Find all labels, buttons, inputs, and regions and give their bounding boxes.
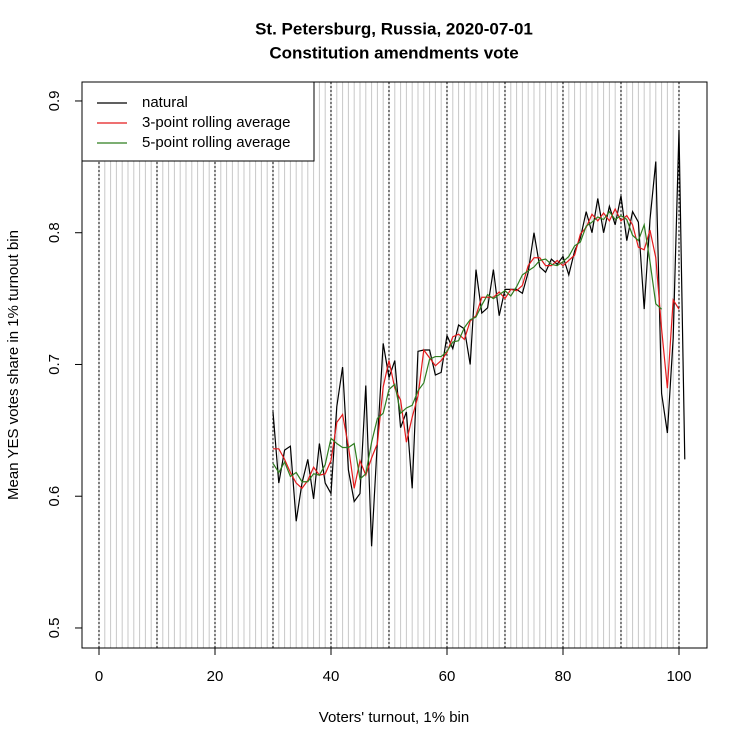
- chart-title: St. Petersburg, Russia, 2020-07-01: [255, 19, 533, 38]
- x-axis-label: Voters' turnout, 1% bin: [319, 709, 469, 726]
- series-line: [272, 210, 662, 483]
- x-tick-label: 100: [666, 668, 691, 685]
- chart-subtitle: Constitution amendments vote: [269, 43, 518, 62]
- legend-box: [81, 81, 315, 162]
- x-tick-label: 60: [439, 668, 456, 685]
- y-tick-label: 0.5: [46, 618, 63, 639]
- y-axis-label: Mean YES votes share in 1% turnout bin: [5, 230, 22, 500]
- y-tick-label: 0.8: [46, 222, 63, 243]
- x-tick-label: 40: [323, 668, 340, 685]
- x-tick-label: 80: [555, 668, 572, 685]
- legend-label: natural: [142, 94, 188, 111]
- y-tick-label: 0.7: [46, 354, 63, 375]
- y-tick-label: 0.9: [46, 91, 63, 112]
- legend-label: 5-point rolling average: [142, 134, 290, 151]
- series-line: [272, 129, 686, 547]
- x-tick-label: 20: [207, 668, 224, 685]
- plot-frame: [81, 81, 708, 649]
- legend-label: 3-point rolling average: [142, 114, 290, 131]
- x-tick-label: 0: [95, 668, 103, 685]
- y-tick-label: 0.6: [46, 486, 63, 507]
